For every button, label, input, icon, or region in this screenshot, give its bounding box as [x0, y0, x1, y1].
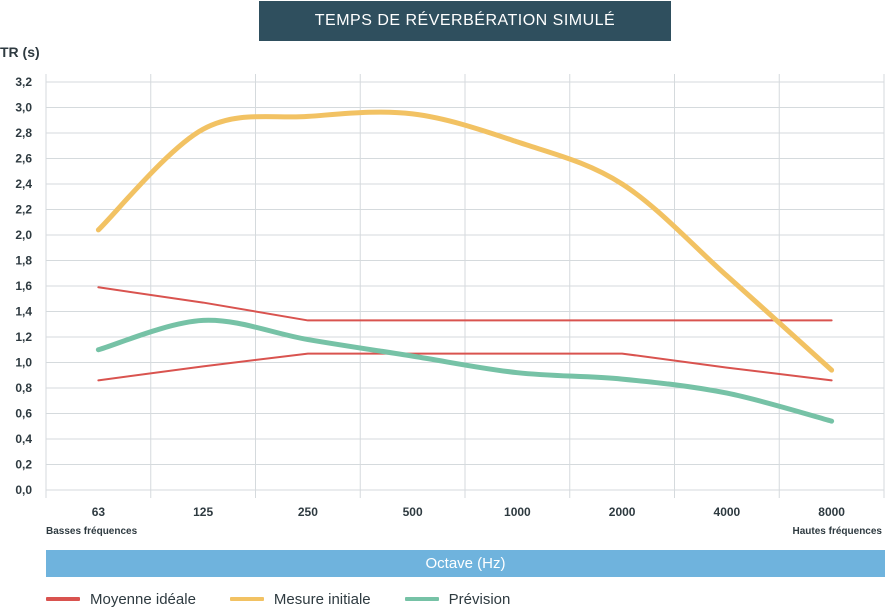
y-tick-label: 3,2 [15, 75, 32, 89]
legend-item-moyenne: Moyenne idéale [46, 591, 196, 608]
x-axis-label-bar: Octave (Hz) [46, 550, 885, 577]
y-tick-label: 1,8 [15, 254, 32, 268]
y-tick-label: 2,4 [15, 177, 32, 191]
y-tick-label: 3,0 [15, 101, 32, 115]
legend-item-mesure: Mesure initiale [229, 590, 371, 608]
y-tick-label: 2,6 [15, 152, 32, 166]
legend-item-prevision: Prévision [404, 590, 511, 608]
x-sublabel-low: Basses fréquences [46, 526, 138, 537]
legend-label-mesure: Mesure initiale [273, 590, 371, 608]
y-axis-label: TR (s) [0, 44, 40, 60]
legend-swatch-prevision [404, 597, 439, 601]
chart-plot: 0,0 0,2 0,4 0,6 0,8 1,0 1,2 1,4 1,6 1,8 2,0 2,2 2,4 2… [15, 74, 885, 537]
y-tick-label: 1,0 [15, 356, 32, 370]
series-line-1 [97, 352, 833, 382]
chart-title: TEMPS DE RÉVERBÉRATION SIMULÉ [259, 1, 671, 41]
y-tick-label: 1,6 [15, 279, 32, 293]
x-tick-label: 63 [92, 505, 106, 519]
x-tick-label: 125 [193, 505, 213, 519]
y-tick-label: 0,2 [15, 458, 32, 472]
legend-label-prevision: Prévision [448, 590, 511, 608]
x-tick-label: 250 [298, 505, 318, 519]
series-line-2 [95, 109, 835, 373]
y-tick-label: 0,4 [15, 432, 32, 446]
x-tick-label: 1000 [504, 505, 531, 519]
legend-swatch-moyenne [46, 597, 80, 601]
x-tick-label: 2000 [609, 505, 636, 519]
y-tick-label: 1,2 [15, 330, 32, 344]
legend: Moyenne idéale Mesure initiale Prévision [46, 588, 544, 610]
x-tick-label: 8000 [818, 505, 845, 519]
series-line-3 [95, 317, 835, 424]
y-tick-label: 0,6 [15, 407, 32, 421]
legend-label-moyenne: Moyenne idéale [90, 590, 196, 608]
legend-swatch-mesure [229, 597, 264, 601]
y-tick-label: 0,8 [15, 381, 32, 395]
y-tick-label: 1,4 [15, 305, 32, 319]
x-tick-label: 4000 [714, 505, 741, 519]
y-tick-label: 2,2 [15, 203, 32, 217]
y-tick-label: 0,0 [15, 483, 32, 497]
x-sublabel-high: Hautes fréquences [793, 526, 883, 537]
series-line-0 [97, 286, 833, 322]
y-tick-label: 2,0 [15, 228, 32, 242]
y-tick-label: 2,8 [15, 126, 32, 140]
x-tick-label: 500 [403, 505, 423, 519]
